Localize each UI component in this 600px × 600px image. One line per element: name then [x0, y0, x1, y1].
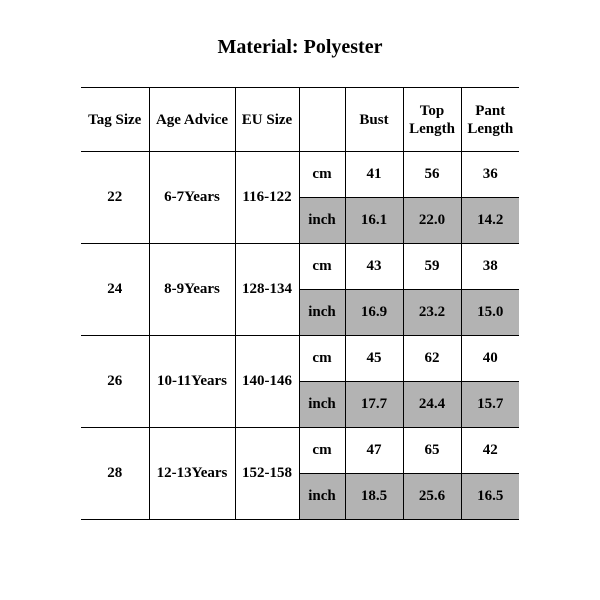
cell-unit-inch: inch [299, 198, 345, 244]
cell-bust: 41 [345, 152, 403, 198]
cell-unit-cm: cm [299, 244, 345, 290]
cell-unit-cm: cm [299, 152, 345, 198]
col-pant-length: PantLength [461, 88, 519, 152]
cell-top-length: 24.4 [403, 382, 461, 428]
page: Material: Polyester Tag Size Age Advice … [0, 0, 600, 600]
cell-eu-size: 152-158 [235, 428, 299, 520]
cell-top-length: 62 [403, 336, 461, 382]
cell-bust: 17.7 [345, 382, 403, 428]
cell-eu-size: 116-122 [235, 152, 299, 244]
cell-unit-inch: inch [299, 382, 345, 428]
table-header-row: Tag Size Age Advice EU Size Bust TopLeng… [81, 88, 519, 152]
cell-bust: 45 [345, 336, 403, 382]
table-row: 28 12-13Years 152-158 cm 47 65 42 [81, 428, 519, 474]
table-row: 26 10-11Years 140-146 cm 45 62 40 [81, 336, 519, 382]
cell-top-length: 59 [403, 244, 461, 290]
cell-pant-length: 38 [461, 244, 519, 290]
cell-age-advice: 8-9Years [149, 244, 235, 336]
col-age-advice: Age Advice [149, 88, 235, 152]
table-body: 22 6-7Years 116-122 cm 41 56 36 inch 16.… [81, 152, 519, 520]
cell-age-advice: 10-11Years [149, 336, 235, 428]
cell-tag-size: 28 [81, 428, 149, 520]
cell-age-advice: 6-7Years [149, 152, 235, 244]
cell-top-length: 22.0 [403, 198, 461, 244]
col-unit [299, 88, 345, 152]
table-row: 24 8-9Years 128-134 cm 43 59 38 [81, 244, 519, 290]
cell-pant-length: 40 [461, 336, 519, 382]
cell-pant-length: 14.2 [461, 198, 519, 244]
cell-top-length: 56 [403, 152, 461, 198]
cell-eu-size: 128-134 [235, 244, 299, 336]
cell-unit-inch: inch [299, 290, 345, 336]
cell-bust: 16.9 [345, 290, 403, 336]
cell-pant-length: 16.5 [461, 474, 519, 520]
cell-eu-size: 140-146 [235, 336, 299, 428]
cell-top-length: 25.6 [403, 474, 461, 520]
cell-pant-length: 42 [461, 428, 519, 474]
table-row: 22 6-7Years 116-122 cm 41 56 36 [81, 152, 519, 198]
cell-pant-length: 15.7 [461, 382, 519, 428]
cell-unit-cm: cm [299, 428, 345, 474]
col-tag-size: Tag Size [81, 88, 149, 152]
cell-bust: 16.1 [345, 198, 403, 244]
cell-age-advice: 12-13Years [149, 428, 235, 520]
cell-unit-cm: cm [299, 336, 345, 382]
cell-pant-length: 15.0 [461, 290, 519, 336]
col-eu-size: EU Size [235, 88, 299, 152]
cell-unit-inch: inch [299, 474, 345, 520]
page-title: Material: Polyester [0, 36, 600, 59]
cell-tag-size: 22 [81, 152, 149, 244]
col-bust: Bust [345, 88, 403, 152]
col-top-length: TopLength [403, 88, 461, 152]
cell-bust: 43 [345, 244, 403, 290]
size-table: Tag Size Age Advice EU Size Bust TopLeng… [81, 87, 519, 520]
cell-tag-size: 26 [81, 336, 149, 428]
cell-top-length: 23.2 [403, 290, 461, 336]
cell-pant-length: 36 [461, 152, 519, 198]
cell-tag-size: 24 [81, 244, 149, 336]
cell-bust: 18.5 [345, 474, 403, 520]
cell-bust: 47 [345, 428, 403, 474]
cell-top-length: 65 [403, 428, 461, 474]
